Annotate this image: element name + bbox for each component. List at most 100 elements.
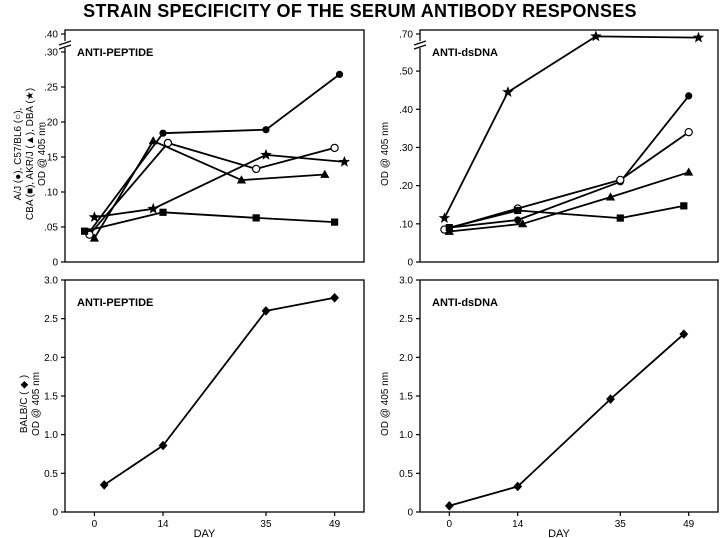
y-tick-label: 0 — [407, 508, 413, 519]
data-point — [261, 306, 271, 316]
series-line — [449, 205, 684, 229]
panel-label: ANTI-dsDNA — [432, 297, 498, 309]
data-point — [159, 208, 167, 216]
y-tick-label: 2.5 — [44, 314, 58, 325]
data-point — [605, 192, 616, 201]
series-line — [103, 296, 335, 486]
y-axis-label: BALB/C ( ◆ ) — [19, 375, 30, 433]
y-tick-label: .70 — [399, 30, 413, 41]
chart-panel-bl: 0 0.5 1.0 1.5 2.0 2.5 3.0 0 14 35 49 DAY ANTI-PEPTID… — [19, 276, 365, 538]
series-triangle — [89, 136, 330, 242]
data-point — [514, 206, 522, 215]
panel-label: ANTI-PEPTIDE — [77, 297, 153, 309]
data-point — [88, 211, 101, 223]
y-tick-label: .30 — [44, 48, 58, 59]
y-tick-label: .50 — [399, 67, 413, 78]
data-point — [148, 136, 158, 145]
data-point — [444, 501, 454, 511]
x-tick-label: 49 — [329, 519, 341, 530]
data-point — [320, 169, 330, 178]
axis-break-mark — [58, 40, 72, 46]
data-point — [513, 481, 523, 492]
y-tick-label: 2.5 — [399, 314, 413, 325]
y-tick-label: 0 — [52, 258, 58, 269]
data-point — [236, 175, 247, 184]
series-line — [88, 73, 341, 233]
data-point — [590, 30, 602, 42]
data-point — [606, 394, 615, 404]
data-point — [514, 216, 522, 224]
data-point — [679, 329, 689, 339]
data-point — [260, 148, 272, 160]
plot-frame — [64, 29, 365, 263]
y-tick-label: 0 — [407, 258, 413, 269]
y-tick-label: .20 — [399, 181, 413, 192]
series-square — [81, 208, 339, 235]
panel-label: ANTI-dsDNA — [432, 47, 498, 59]
x-tick-label: 14 — [512, 519, 524, 530]
data-point — [684, 167, 694, 176]
series-line — [93, 139, 325, 239]
y-axis-label: OD @ 405 nm — [380, 372, 391, 436]
y-tick-label: 3.0 — [399, 276, 413, 287]
y-tick-label: 2.0 — [399, 353, 413, 364]
plot-frame — [64, 279, 365, 513]
x-tick-label: 0 — [92, 519, 98, 530]
y-tick-label: .10 — [44, 188, 58, 199]
y-tick-label: .30 — [399, 143, 413, 154]
series-diamond — [444, 329, 689, 511]
data-point — [159, 129, 167, 137]
x-tick-label: 35 — [260, 519, 272, 530]
data-point — [81, 227, 89, 235]
y-tick-label: 2.0 — [44, 353, 58, 364]
data-point — [692, 31, 705, 43]
y-tick-label: 0.5 — [44, 469, 58, 480]
series-square — [445, 202, 688, 232]
data-point — [684, 127, 693, 137]
y-axis-label: OD @ 405 nm — [380, 122, 391, 186]
series-triangle — [444, 167, 694, 235]
data-point — [99, 480, 109, 490]
y-tick-label: 1.5 — [44, 392, 58, 403]
y-tick-label: .20 — [44, 118, 58, 129]
axis-break-gap — [414, 41, 426, 48]
y-tick-label: 1.5 — [399, 392, 413, 403]
data-point — [335, 70, 344, 78]
series-diamond — [99, 292, 339, 490]
series-line — [449, 171, 689, 233]
data-point — [330, 292, 339, 303]
data-point — [330, 218, 339, 226]
y-axis-label: CBA (■), AKR/J (▲), DBA (★) — [25, 88, 36, 220]
y-axis-label: A/J (●), C57/BL6 (○), — [13, 108, 24, 201]
data-point — [616, 175, 625, 185]
data-point — [680, 202, 688, 210]
y-tick-label: .10 — [399, 219, 413, 230]
chart-panel-br: 0 0.5 1.0 1.5 2.0 2.5 3.0 0 14 35 49 DAY ANTI-dsDNA O… — [380, 276, 719, 538]
y-tick-label: .15 — [44, 153, 58, 164]
y-tick-label: 1.0 — [44, 430, 58, 441]
data-point — [251, 164, 261, 174]
y-tick-label: 3.0 — [44, 276, 58, 287]
y-tick-label: 0 — [52, 508, 58, 519]
y-axis-label: OD @ 405 nm — [31, 372, 42, 436]
data-point — [147, 202, 159, 214]
series-circle-open — [440, 127, 693, 234]
data-point — [158, 440, 168, 451]
y-tick-label: .25 — [44, 83, 58, 94]
data-point — [685, 92, 693, 100]
y-tick-label: .05 — [44, 223, 58, 234]
data-point — [444, 226, 454, 235]
data-point — [262, 126, 270, 134]
x-tick-label: 49 — [683, 519, 695, 530]
chart-panel-tl: 0 .05 .10 .15 .20 .25 .30 .40 ANTI-PEPTIDE A/J (●… — [13, 29, 365, 269]
data-point — [502, 86, 514, 97]
x-axis-label: DAY — [548, 528, 570, 538]
axis-break-mark — [413, 44, 427, 50]
y-axis-label: OD @ 405 nm — [37, 122, 48, 186]
series-line — [449, 333, 685, 507]
y-tick-label: .40 — [44, 30, 58, 41]
series-circle-filled — [85, 70, 344, 236]
x-tick-label: 14 — [157, 519, 169, 530]
y-tick-label: 0.5 — [399, 469, 413, 480]
series-line — [449, 95, 690, 229]
